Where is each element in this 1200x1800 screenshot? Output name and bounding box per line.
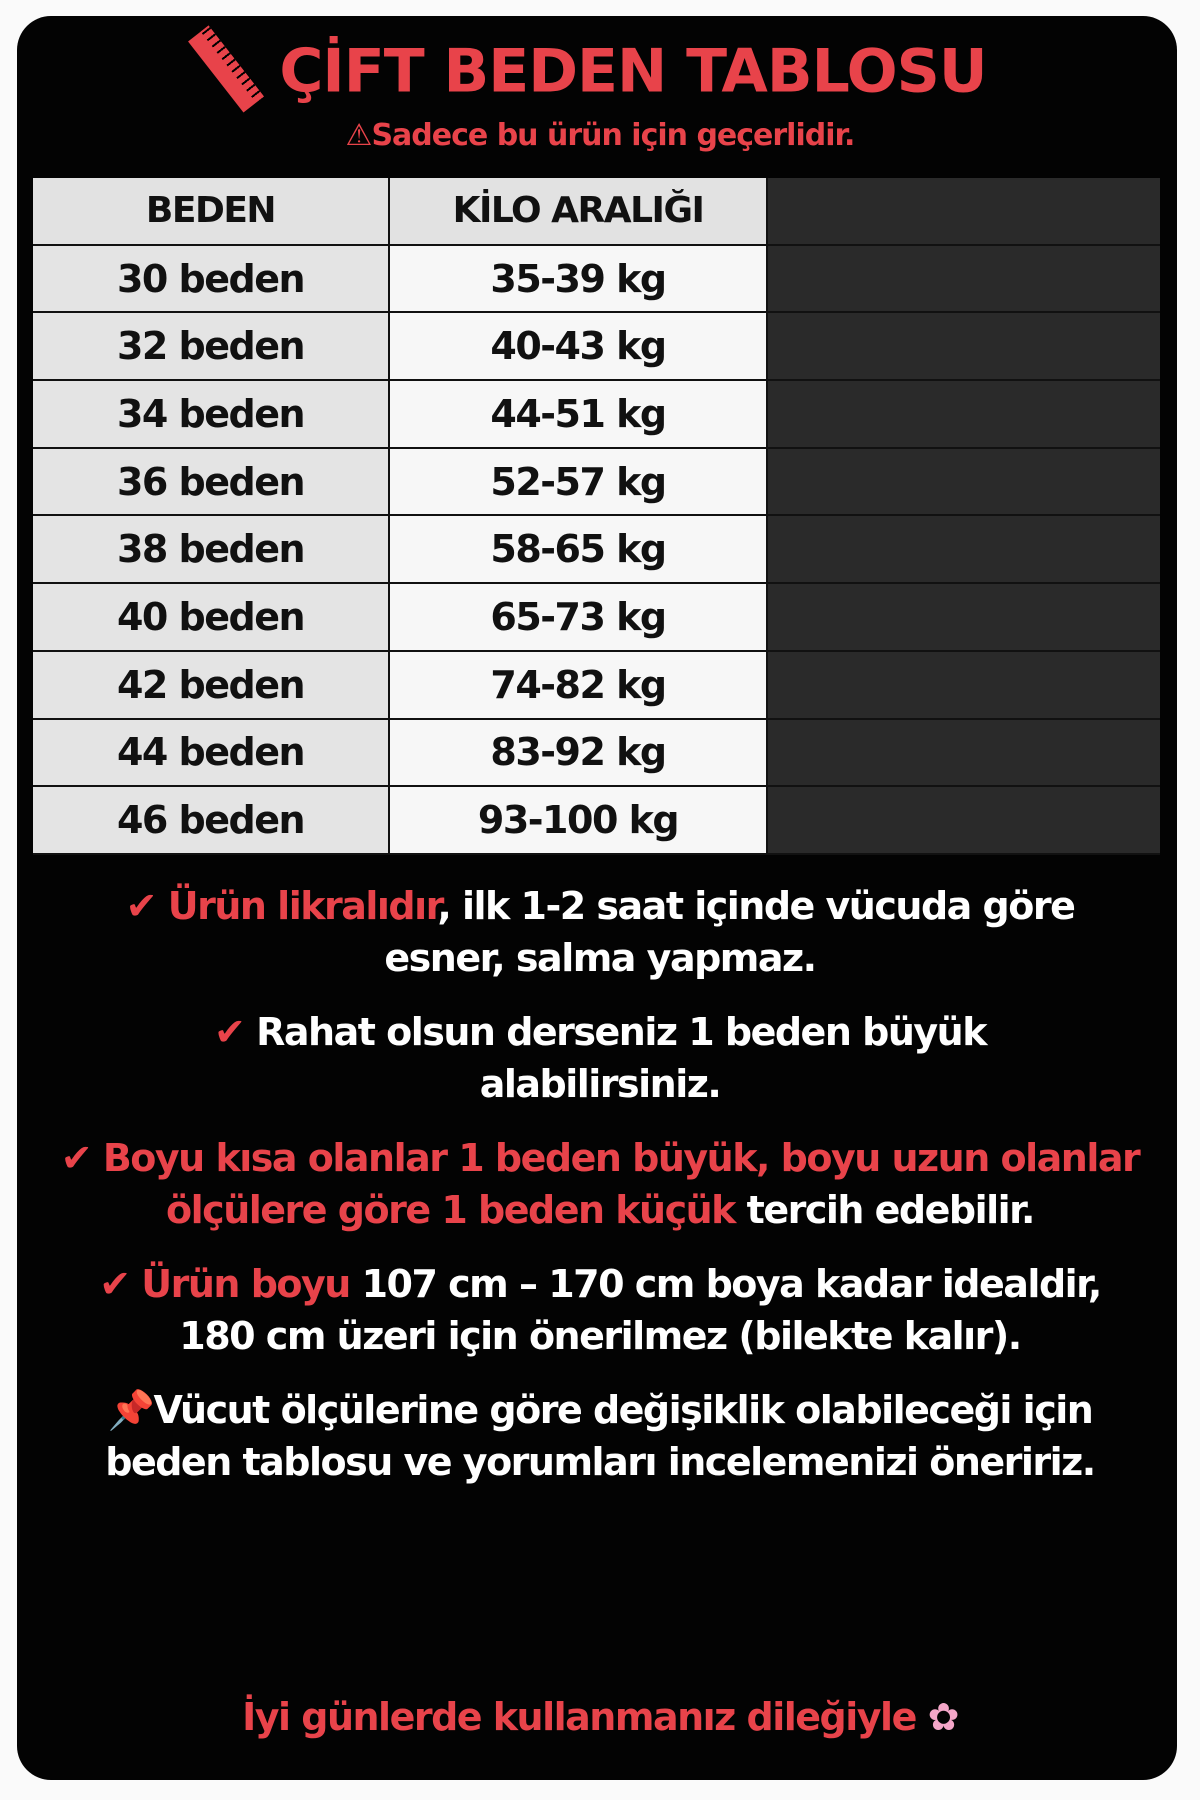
table-row: 40 beden 65-73 kg	[33, 584, 1160, 652]
table-row: 32 beden 40-43 kg	[33, 313, 1160, 382]
weight-cell: 40-43 kg	[390, 313, 768, 380]
note-1: ✔ Ürün likralıdır, ilk 1-2 saat içinde v…	[60, 880, 1140, 984]
empty-cell	[768, 651, 1160, 718]
table-row: 46 beden 93-100 kg	[33, 787, 1160, 855]
pushpin-icon: 📌	[107, 1388, 155, 1432]
weight-cell: 65-73 kg	[390, 584, 768, 650]
empty-cell	[768, 584, 1160, 650]
footer: İyi günlerde kullanmanız dileğiyle ✿	[0, 1695, 1200, 1739]
empty-cell	[768, 787, 1160, 853]
table-row: 44 beden 83-92 kg	[33, 719, 1160, 788]
empty-cell	[768, 178, 1160, 244]
weight-cell: 93-100 kg	[390, 787, 768, 853]
weight-cell: 58-65 kg	[390, 516, 768, 583]
check-icon: ✔	[214, 1010, 257, 1054]
weight-cell: 83-92 kg	[390, 719, 768, 786]
note-3: ✔ Boyu kısa olanlar 1 beden büyük, boyu …	[60, 1132, 1141, 1236]
size-cell: 38 beden	[33, 516, 390, 583]
note-1-highlight: Ürün likralıdır	[167, 884, 439, 928]
check-icon: ✔	[99, 1262, 142, 1306]
note-3-highlight: Boyu kısa olanlar 1 beden büyük, boyu uz…	[102, 1136, 1141, 1232]
weight-cell: 74-82 kg	[390, 651, 768, 718]
check-icon: ✔	[125, 884, 168, 928]
note-5-text: Vücut ölçülerine göre değişiklik olabile…	[105, 1388, 1096, 1484]
header-weight: KİLO ARALIĞI	[390, 178, 768, 244]
weight-cell: 52-57 kg	[390, 448, 768, 515]
table-row: 30 beden 35-39 kg	[33, 245, 1160, 314]
table-row: 38 beden 58-65 kg	[33, 516, 1160, 585]
note-4: ✔ Ürün boyu 107 cm – 170 cm boya kadar i…	[60, 1258, 1140, 1362]
title: ÇİFT BEDEN TABLOSU	[0, 25, 1200, 120]
size-cell: 36 beden	[33, 448, 390, 515]
table-row: 42 beden 74-82 kg	[33, 651, 1160, 720]
note-5: 📌Vücut ölçülerine göre değişiklik olabil…	[60, 1384, 1140, 1488]
empty-cell	[768, 516, 1160, 583]
note-2: ✔ Rahat olsun derseniz 1 beden büyük ala…	[60, 1006, 1140, 1110]
note-1-text: , ilk 1-2 saat içinde vücuda göre esner,…	[384, 884, 1075, 980]
size-cell: 32 beden	[33, 313, 390, 380]
empty-cell	[768, 313, 1160, 380]
footer-text: İyi günlerde kullanmanız dileğiyle	[242, 1695, 917, 1739]
weight-cell: 35-39 kg	[390, 245, 768, 312]
check-icon: ✔	[60, 1136, 103, 1180]
empty-cell	[768, 719, 1160, 786]
size-cell: 42 beden	[33, 651, 390, 718]
table-header: BEDEN KİLO ARALIĞI	[33, 178, 1160, 246]
table-row: 34 beden 44-51 kg	[33, 381, 1160, 449]
size-cell: 46 beden	[33, 787, 390, 853]
table-row: 36 beden 52-57 kg	[33, 448, 1160, 517]
empty-cell	[768, 245, 1160, 312]
note-2-text: Rahat olsun derseniz 1 beden büyük alabi…	[256, 1010, 987, 1106]
weight-cell: 44-51 kg	[390, 381, 768, 447]
size-cell: 44 beden	[33, 719, 390, 786]
empty-cell	[768, 448, 1160, 515]
note-4-text: 107 cm – 170 cm boya kadar idealdir, 180…	[179, 1262, 1102, 1358]
subtitle-text: Sadece bu ürün için geçerlidir.	[371, 118, 855, 153]
size-cell: 34 beden	[33, 381, 390, 447]
title-text: ÇİFT BEDEN TABLOSU	[279, 36, 987, 107]
note-3-text: tercih edebilir.	[734, 1188, 1036, 1232]
size-table: BEDEN KİLO ARALIĞI 30 beden 35-39 kg 32 be…	[33, 178, 1160, 855]
notes: ✔ Ürün likralıdır, ilk 1-2 saat içinde v…	[60, 880, 1141, 1510]
ruler-icon	[188, 25, 265, 113]
size-cell: 30 beden	[33, 245, 390, 312]
header-size: BEDEN	[33, 178, 390, 244]
subtitle: ⚠Sadece bu ürün için geçerlidir.	[0, 118, 1200, 153]
note-4-highlight: Ürün boyu	[141, 1262, 351, 1306]
warning-icon: ⚠	[345, 118, 373, 153]
flower-icon: ✿	[927, 1695, 960, 1739]
empty-cell	[768, 381, 1160, 447]
size-cell: 40 beden	[33, 584, 390, 650]
